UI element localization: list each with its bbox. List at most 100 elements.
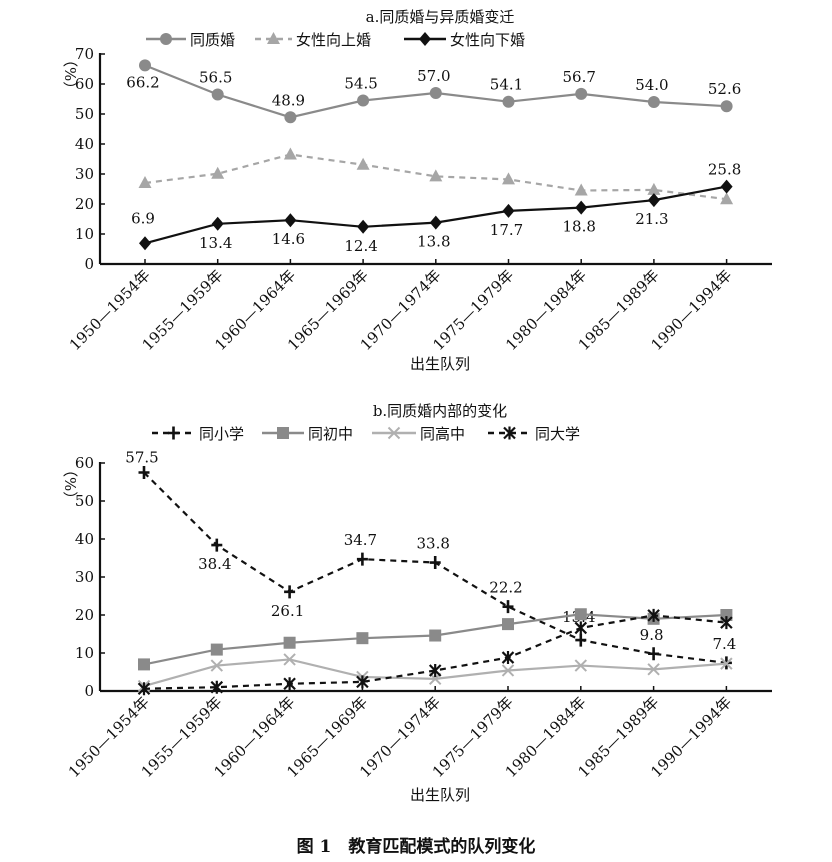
chart-b: b.同质婚内部的变化 同小学 同初中 同高中 同大学 0102030405060195… [61,402,772,804]
data-label: 56.7 [562,68,595,86]
data-point [429,87,442,99]
data-point [211,166,225,179]
data-point [647,182,661,195]
data-label: 7.4 [712,635,736,653]
data-point [502,600,514,614]
triangle-icon [267,32,280,44]
data-label: 17.7 [490,221,523,239]
legend-item: 女性向下婚 [404,31,525,49]
data-point [501,664,515,677]
data-point [138,176,152,188]
y-tick-label: 30 [75,568,94,586]
x-icon [387,426,401,440]
data-point [429,556,441,570]
chart-b-title: b.同质婚内部的变化 [373,402,507,420]
data-point [137,682,151,696]
data-point [647,663,660,676]
data-point [138,658,150,671]
legend-item: 女性向上婚 [255,31,371,49]
y-tick-label: 30 [75,165,94,183]
data-point [574,659,588,672]
asterisk-icon [503,426,516,440]
data-point [574,621,588,635]
data-label: 26.1 [271,602,304,620]
data-label: 54.5 [344,75,377,93]
y-tick-label: 0 [84,682,94,700]
data-point [720,192,734,205]
data-point [647,96,660,108]
data-label: 18.8 [562,218,595,236]
legend-label: 同大学 [535,425,580,443]
figure-caption: 图 1 教育匹配模式的队列变化 [297,836,536,857]
data-point [720,616,733,630]
chart-b-legend: 同小学 同初中 同高中 同大学 [152,425,580,443]
y-tick-label: 50 [75,105,94,123]
data-point [720,609,733,621]
data-point [356,632,369,645]
data-point [357,219,370,234]
data-point [356,675,369,689]
data-point [356,552,368,566]
data-point [429,215,442,230]
circle-icon [160,33,172,45]
chart-b-ylabel: （%） [61,462,79,506]
series-女性向上婚 [138,147,734,205]
data-point [429,169,443,182]
data-label: 57.0 [417,67,450,85]
data-point [720,657,733,670]
data-label: 54.1 [490,76,523,94]
series-同小学: 57.538.426.134.733.822.213.49.87.4 [125,449,736,670]
data-label: 13.4 [199,234,232,252]
data-label: 22.2 [489,579,522,597]
data-label: 48.9 [272,91,305,109]
data-label: 21.3 [635,210,668,228]
plus-icon [168,426,179,440]
y-tick-label: 10 [75,225,94,243]
chart-a-ylabel: （%） [61,52,79,96]
chart-a: a.同质婚与异质婚变迁 同质婚 女性向上婚 女性向下婚 0 10 20 30 40 50 60 7… [61,8,772,373]
data-point [139,59,151,72]
legend-label: 同质婚 [190,31,235,49]
data-point [502,172,515,185]
legend-item: 同大学 [488,425,580,443]
legend-label: 同初中 [308,425,353,443]
legend-label: 同高中 [420,425,465,443]
y-tick-label: 60 [75,75,94,93]
series-女性向下婚: 6.9 13.4 14.6 12.4 13.8 17.7 18.8 21.3 25.8 [131,161,741,255]
data-point [284,585,296,599]
data-point [284,111,297,124]
data-point [211,88,224,101]
y-tick-label: 70 [75,45,94,63]
data-label: 57.5 [125,449,158,467]
data-label: 9.8 [640,626,664,644]
data-label: 33.8 [416,535,449,553]
legend-item: 同初中 [262,425,353,443]
data-point [210,680,224,694]
data-label: 14.6 [272,230,305,248]
data-point [574,183,588,196]
data-point [575,87,588,100]
data-label: 25.8 [708,161,741,179]
data-point [283,636,296,649]
data-point [501,651,515,665]
series-同大学 [137,608,733,696]
y-tick-label: 40 [75,530,94,548]
data-label: 66.2 [126,73,159,91]
data-point [357,94,370,107]
data-label: 38.4 [198,555,231,573]
chart-b-xlabel: 出生队列 [410,786,470,804]
data-point [647,608,660,622]
data-point [575,633,587,647]
y-tick-label: 20 [75,195,94,213]
data-point [502,203,515,218]
data-point [283,147,297,160]
data-label: 12.4 [344,237,377,255]
data-point [574,608,587,621]
data-point [138,466,150,479]
legend-item: 同高中 [372,425,465,443]
data-label: 6.9 [131,209,155,227]
data-label: 54.0 [635,76,668,94]
legend-label: 女性向上婚 [296,31,371,49]
legend-item: 同质婚 [146,31,235,49]
legend-item: 同小学 [152,425,244,443]
